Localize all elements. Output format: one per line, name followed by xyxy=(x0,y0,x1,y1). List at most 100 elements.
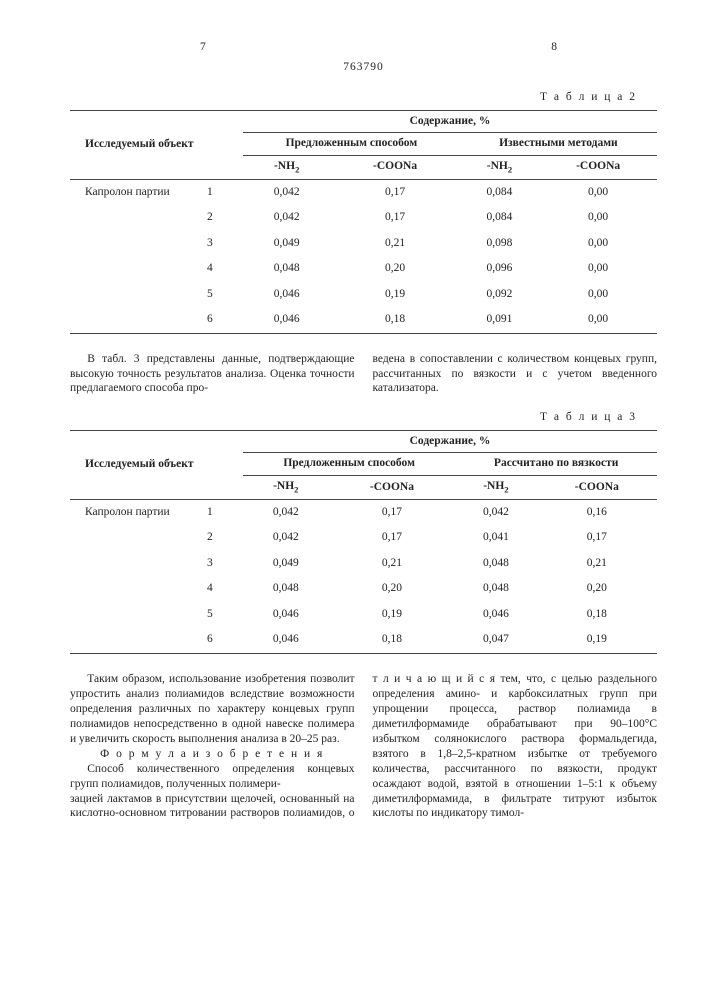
th-known: Известными методами xyxy=(460,133,657,156)
mid-text-right: ведена в сопоставлении с количеством кон… xyxy=(373,352,658,397)
table-row: 60,0460,180,0470,19 xyxy=(70,627,657,653)
bottom-p1: Таким образом, использование изобретения… xyxy=(70,672,355,747)
th3-content: Содержание, % xyxy=(243,430,657,453)
table-row: 20,0420,170,0410,17 xyxy=(70,525,657,551)
cell-object xyxy=(70,231,201,257)
table-row: Капролон партии10,0420,170,0420,16 xyxy=(70,499,657,525)
cell-value: 0,18 xyxy=(537,602,657,628)
cell-value: 0,048 xyxy=(455,551,536,577)
table-row: 30,0490,210,0480,21 xyxy=(70,551,657,577)
th-proposed: Предложенным способом xyxy=(243,133,460,156)
cell-value: 0,20 xyxy=(330,256,459,282)
cell-value: 0,17 xyxy=(330,205,459,231)
cell-value: 0,084 xyxy=(460,205,539,231)
cell-value: 0,046 xyxy=(243,627,329,653)
table-row: 20,0420,170,0840,00 xyxy=(70,205,657,231)
mid-paragraph: В табл. 3 представлены данные, подтвержд… xyxy=(70,352,657,397)
cell-value: 0,096 xyxy=(460,256,539,282)
cell-value: 0,21 xyxy=(330,231,459,257)
cell-value: 0,00 xyxy=(539,307,657,333)
cell-object xyxy=(70,282,201,308)
cell-value: 0,00 xyxy=(539,282,657,308)
table-row: Капролон партии10,0420,170,0840,00 xyxy=(70,179,657,205)
cell-value: 0,21 xyxy=(537,551,657,577)
cell-object xyxy=(70,627,201,653)
th-nh2-2: -NH2 xyxy=(460,155,539,179)
cell-batch: 1 xyxy=(201,179,243,205)
table3-body: Капролон партии10,0420,170,0420,1620,042… xyxy=(70,499,657,653)
cell-value: 0,16 xyxy=(537,499,657,525)
table2-label: Т а б л и ц а 2 xyxy=(70,90,657,106)
cell-batch: 6 xyxy=(201,627,243,653)
cell-value: 0,098 xyxy=(460,231,539,257)
cell-value: 0,047 xyxy=(455,627,536,653)
cell-batch: 4 xyxy=(201,576,243,602)
cell-batch: 1 xyxy=(201,499,243,525)
cell-value: 0,18 xyxy=(330,307,459,333)
cell-value: 0,042 xyxy=(243,525,329,551)
cell-value: 0,084 xyxy=(460,179,539,205)
cell-value: 0,092 xyxy=(460,282,539,308)
th3-proposed: Предложенным способом xyxy=(243,453,455,476)
cell-batch: 3 xyxy=(201,231,243,257)
table2-body: Капролон партии10,0420,170,0840,0020,042… xyxy=(70,179,657,333)
table-row: 50,0460,190,0920,00 xyxy=(70,282,657,308)
cell-value: 0,042 xyxy=(243,205,330,231)
th3-coona-1: -COONa xyxy=(329,475,456,499)
th3-nh2-1: -NH2 xyxy=(243,475,329,499)
cell-value: 0,046 xyxy=(455,602,536,628)
cell-batch: 3 xyxy=(201,551,243,577)
cell-object xyxy=(70,576,201,602)
cell-batch: 5 xyxy=(201,282,243,308)
cell-value: 0,042 xyxy=(455,499,536,525)
formula-title: Ф о р м у л а и з о б р е т е н и я xyxy=(70,747,355,762)
cell-batch: 2 xyxy=(201,525,243,551)
cell-value: 0,042 xyxy=(243,179,330,205)
th3-calc: Рассчитано по вязкости xyxy=(455,453,657,476)
cell-value: 0,042 xyxy=(243,499,329,525)
cell-value: 0,19 xyxy=(537,627,657,653)
bottom-p2: Способ количественного определения конце… xyxy=(70,762,355,792)
th-content: Содержание, % xyxy=(243,110,657,133)
page-number-left: 7 xyxy=(200,40,206,56)
th-nh2-1: -NH2 xyxy=(243,155,330,179)
cell-value: 0,046 xyxy=(243,307,330,333)
cell-value: 0,21 xyxy=(329,551,456,577)
cell-value: 0,049 xyxy=(243,551,329,577)
table-row: 50,0460,190,0460,18 xyxy=(70,602,657,628)
table-row: 40,0480,200,0960,00 xyxy=(70,256,657,282)
page-number-right: 8 xyxy=(551,40,557,56)
cell-object xyxy=(70,551,201,577)
bottom-text: Таким образом, использование изобретения… xyxy=(70,672,657,821)
cell-value: 0,046 xyxy=(243,602,329,628)
cell-value: 0,048 xyxy=(243,256,330,282)
cell-value: 0,091 xyxy=(460,307,539,333)
cell-value: 0,00 xyxy=(539,179,657,205)
cell-object xyxy=(70,602,201,628)
cell-value: 0,17 xyxy=(330,179,459,205)
th-object: Исследуемый объект xyxy=(70,110,243,179)
cell-value: 0,00 xyxy=(539,256,657,282)
cell-object xyxy=(70,525,201,551)
cell-value: 0,048 xyxy=(455,576,536,602)
cell-value: 0,041 xyxy=(455,525,536,551)
document-number: 763790 xyxy=(70,60,657,76)
cell-value: 0,048 xyxy=(243,576,329,602)
cell-value: 0,18 xyxy=(329,627,456,653)
table-row: 60,0460,180,0910,00 xyxy=(70,307,657,333)
th-coona-2: -COONa xyxy=(539,155,657,179)
cell-batch: 5 xyxy=(201,602,243,628)
cell-batch: 4 xyxy=(201,256,243,282)
table-row: 30,0490,210,0980,00 xyxy=(70,231,657,257)
table-3: Исследуемый объект Содержание, % Предлож… xyxy=(70,430,657,654)
cell-batch: 2 xyxy=(201,205,243,231)
th3-nh2-2: -NH2 xyxy=(455,475,536,499)
cell-value: 0,19 xyxy=(330,282,459,308)
cell-object xyxy=(70,307,201,333)
cell-object xyxy=(70,256,201,282)
cell-value: 0,20 xyxy=(537,576,657,602)
mid-text-left: В табл. 3 представлены данные, подтвержд… xyxy=(70,352,355,397)
cell-object: Капролон партии xyxy=(70,499,201,525)
cell-value: 0,049 xyxy=(243,231,330,257)
table-row: 40,0480,200,0480,20 xyxy=(70,576,657,602)
